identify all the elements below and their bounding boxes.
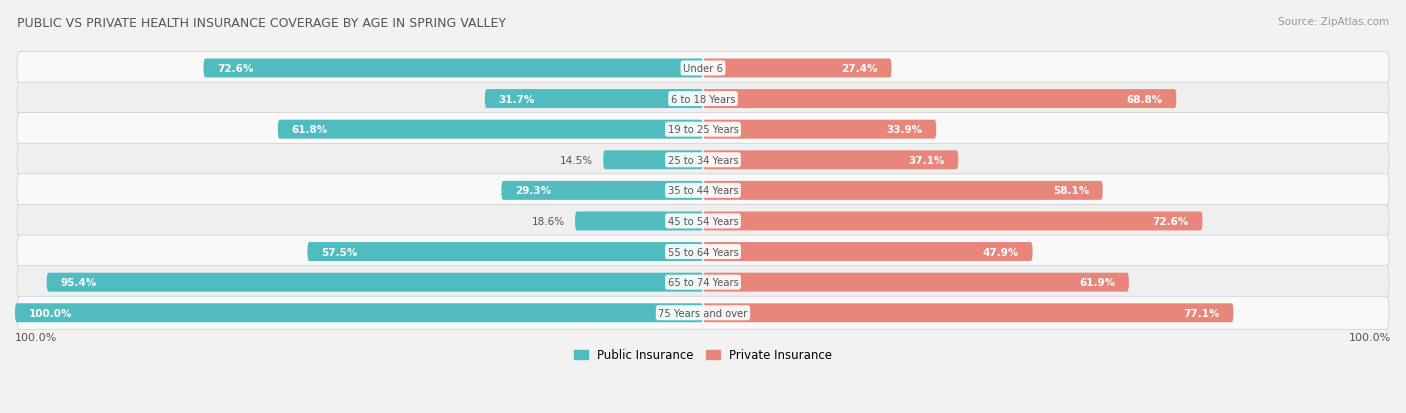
Text: 45 to 54 Years: 45 to 54 Years [668, 216, 738, 226]
FancyBboxPatch shape [17, 52, 1389, 85]
Text: 35 to 44 Years: 35 to 44 Years [668, 186, 738, 196]
FancyBboxPatch shape [703, 90, 1177, 109]
Text: 57.5%: 57.5% [321, 247, 357, 257]
Text: PUBLIC VS PRIVATE HEALTH INSURANCE COVERAGE BY AGE IN SPRING VALLEY: PUBLIC VS PRIVATE HEALTH INSURANCE COVER… [17, 17, 506, 29]
Text: 65 to 74 Years: 65 to 74 Years [668, 278, 738, 287]
FancyBboxPatch shape [17, 205, 1389, 238]
Text: 58.1%: 58.1% [1053, 186, 1090, 196]
FancyBboxPatch shape [703, 151, 959, 170]
FancyBboxPatch shape [603, 151, 703, 170]
FancyBboxPatch shape [703, 304, 1233, 323]
FancyBboxPatch shape [278, 121, 703, 139]
Text: 61.9%: 61.9% [1078, 278, 1115, 287]
FancyBboxPatch shape [17, 144, 1389, 177]
Text: 100.0%: 100.0% [15, 332, 58, 342]
FancyBboxPatch shape [703, 242, 1032, 261]
Text: 55 to 64 Years: 55 to 64 Years [668, 247, 738, 257]
FancyBboxPatch shape [17, 114, 1389, 146]
Text: 6 to 18 Years: 6 to 18 Years [671, 94, 735, 104]
Text: Under 6: Under 6 [683, 64, 723, 74]
FancyBboxPatch shape [17, 83, 1389, 116]
Text: 75 Years and over: 75 Years and over [658, 308, 748, 318]
Legend: Public Insurance, Private Insurance: Public Insurance, Private Insurance [569, 344, 837, 366]
Text: 18.6%: 18.6% [531, 216, 565, 226]
Text: 25 to 34 Years: 25 to 34 Years [668, 155, 738, 165]
Text: 68.8%: 68.8% [1126, 94, 1163, 104]
FancyBboxPatch shape [703, 59, 891, 78]
FancyBboxPatch shape [703, 121, 936, 139]
Text: 27.4%: 27.4% [841, 64, 877, 74]
FancyBboxPatch shape [17, 297, 1389, 330]
Text: 72.6%: 72.6% [218, 64, 253, 74]
Text: 100.0%: 100.0% [1348, 332, 1391, 342]
Text: 14.5%: 14.5% [560, 155, 593, 165]
Text: 37.1%: 37.1% [908, 155, 945, 165]
FancyBboxPatch shape [17, 266, 1389, 299]
FancyBboxPatch shape [204, 59, 703, 78]
FancyBboxPatch shape [485, 90, 703, 109]
Text: 19 to 25 Years: 19 to 25 Years [668, 125, 738, 135]
FancyBboxPatch shape [46, 273, 703, 292]
Text: 29.3%: 29.3% [515, 186, 551, 196]
FancyBboxPatch shape [502, 181, 703, 200]
FancyBboxPatch shape [703, 212, 1202, 231]
Text: 47.9%: 47.9% [983, 247, 1019, 257]
Text: 95.4%: 95.4% [60, 278, 97, 287]
Text: Source: ZipAtlas.com: Source: ZipAtlas.com [1278, 17, 1389, 26]
FancyBboxPatch shape [703, 273, 1129, 292]
Text: 77.1%: 77.1% [1184, 308, 1219, 318]
FancyBboxPatch shape [308, 242, 703, 261]
Text: 72.6%: 72.6% [1153, 216, 1188, 226]
FancyBboxPatch shape [575, 212, 703, 231]
FancyBboxPatch shape [17, 235, 1389, 268]
Text: 31.7%: 31.7% [499, 94, 536, 104]
FancyBboxPatch shape [17, 174, 1389, 207]
Text: 61.8%: 61.8% [291, 125, 328, 135]
FancyBboxPatch shape [15, 304, 703, 323]
Text: 100.0%: 100.0% [28, 308, 72, 318]
Text: 33.9%: 33.9% [886, 125, 922, 135]
FancyBboxPatch shape [703, 181, 1102, 200]
